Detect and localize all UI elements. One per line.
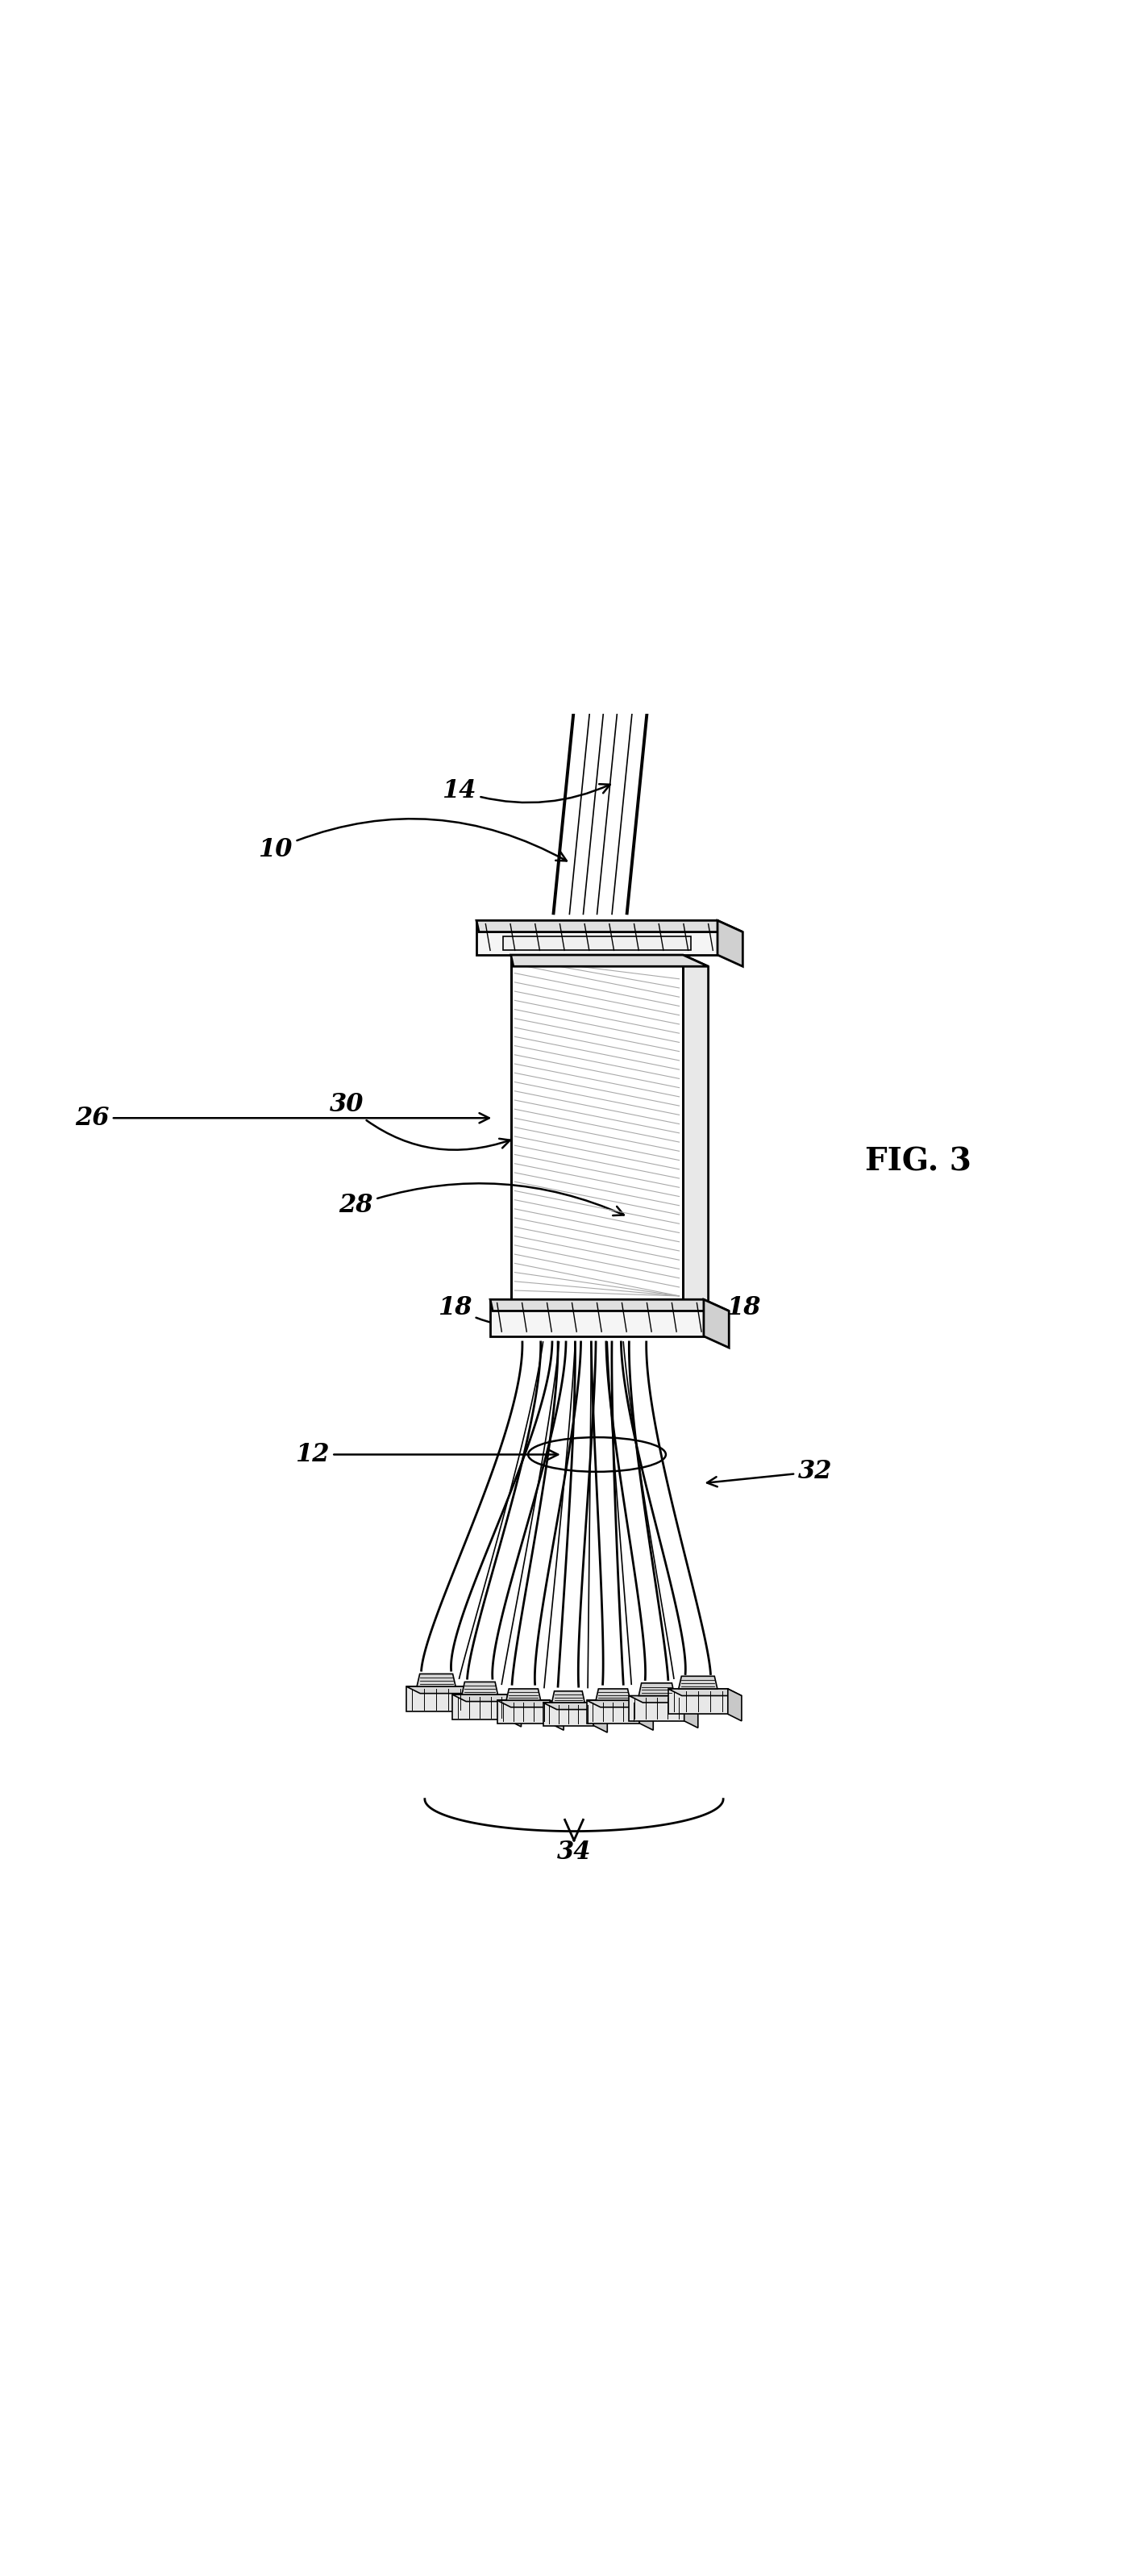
Polygon shape: [629, 1695, 684, 1721]
Polygon shape: [678, 1677, 718, 1690]
Polygon shape: [452, 1695, 507, 1721]
Polygon shape: [476, 920, 743, 933]
Polygon shape: [452, 1695, 521, 1703]
Polygon shape: [594, 1703, 607, 1734]
Text: 14: 14: [442, 778, 610, 804]
Polygon shape: [718, 920, 743, 966]
Polygon shape: [417, 1674, 456, 1687]
Text: 30: 30: [329, 1092, 510, 1149]
Polygon shape: [587, 1700, 653, 1708]
Text: 12: 12: [295, 1443, 558, 1466]
Polygon shape: [543, 1703, 594, 1726]
Polygon shape: [506, 1690, 541, 1700]
Polygon shape: [552, 1690, 584, 1703]
Polygon shape: [497, 1700, 550, 1723]
Text: 34: 34: [557, 1839, 591, 1865]
Polygon shape: [668, 1690, 742, 1695]
Polygon shape: [629, 1695, 698, 1703]
Text: 18: 18: [437, 1296, 566, 1332]
Polygon shape: [461, 1682, 498, 1695]
Polygon shape: [639, 1700, 653, 1731]
Text: 10: 10: [258, 819, 567, 863]
Polygon shape: [406, 1687, 480, 1692]
Polygon shape: [511, 956, 683, 1298]
Polygon shape: [728, 1690, 742, 1721]
Polygon shape: [503, 938, 691, 951]
Polygon shape: [490, 1298, 729, 1311]
Polygon shape: [704, 1298, 729, 1347]
Polygon shape: [466, 1687, 480, 1718]
Text: 26: 26: [75, 1105, 489, 1131]
Polygon shape: [406, 1687, 466, 1713]
Polygon shape: [497, 1700, 564, 1708]
Polygon shape: [511, 956, 708, 966]
Polygon shape: [587, 1700, 639, 1723]
Polygon shape: [550, 1700, 564, 1731]
Text: FIG. 3: FIG. 3: [866, 1146, 971, 1177]
Polygon shape: [507, 1695, 521, 1726]
Polygon shape: [668, 1690, 728, 1713]
Polygon shape: [596, 1690, 630, 1700]
Polygon shape: [476, 920, 718, 956]
Polygon shape: [543, 1703, 607, 1710]
Polygon shape: [684, 1695, 698, 1728]
Text: 32: 32: [707, 1458, 832, 1486]
Text: 28: 28: [339, 1182, 623, 1218]
Polygon shape: [683, 956, 708, 1311]
Polygon shape: [490, 1298, 704, 1337]
Polygon shape: [638, 1682, 675, 1695]
Text: 18: 18: [653, 1296, 761, 1327]
